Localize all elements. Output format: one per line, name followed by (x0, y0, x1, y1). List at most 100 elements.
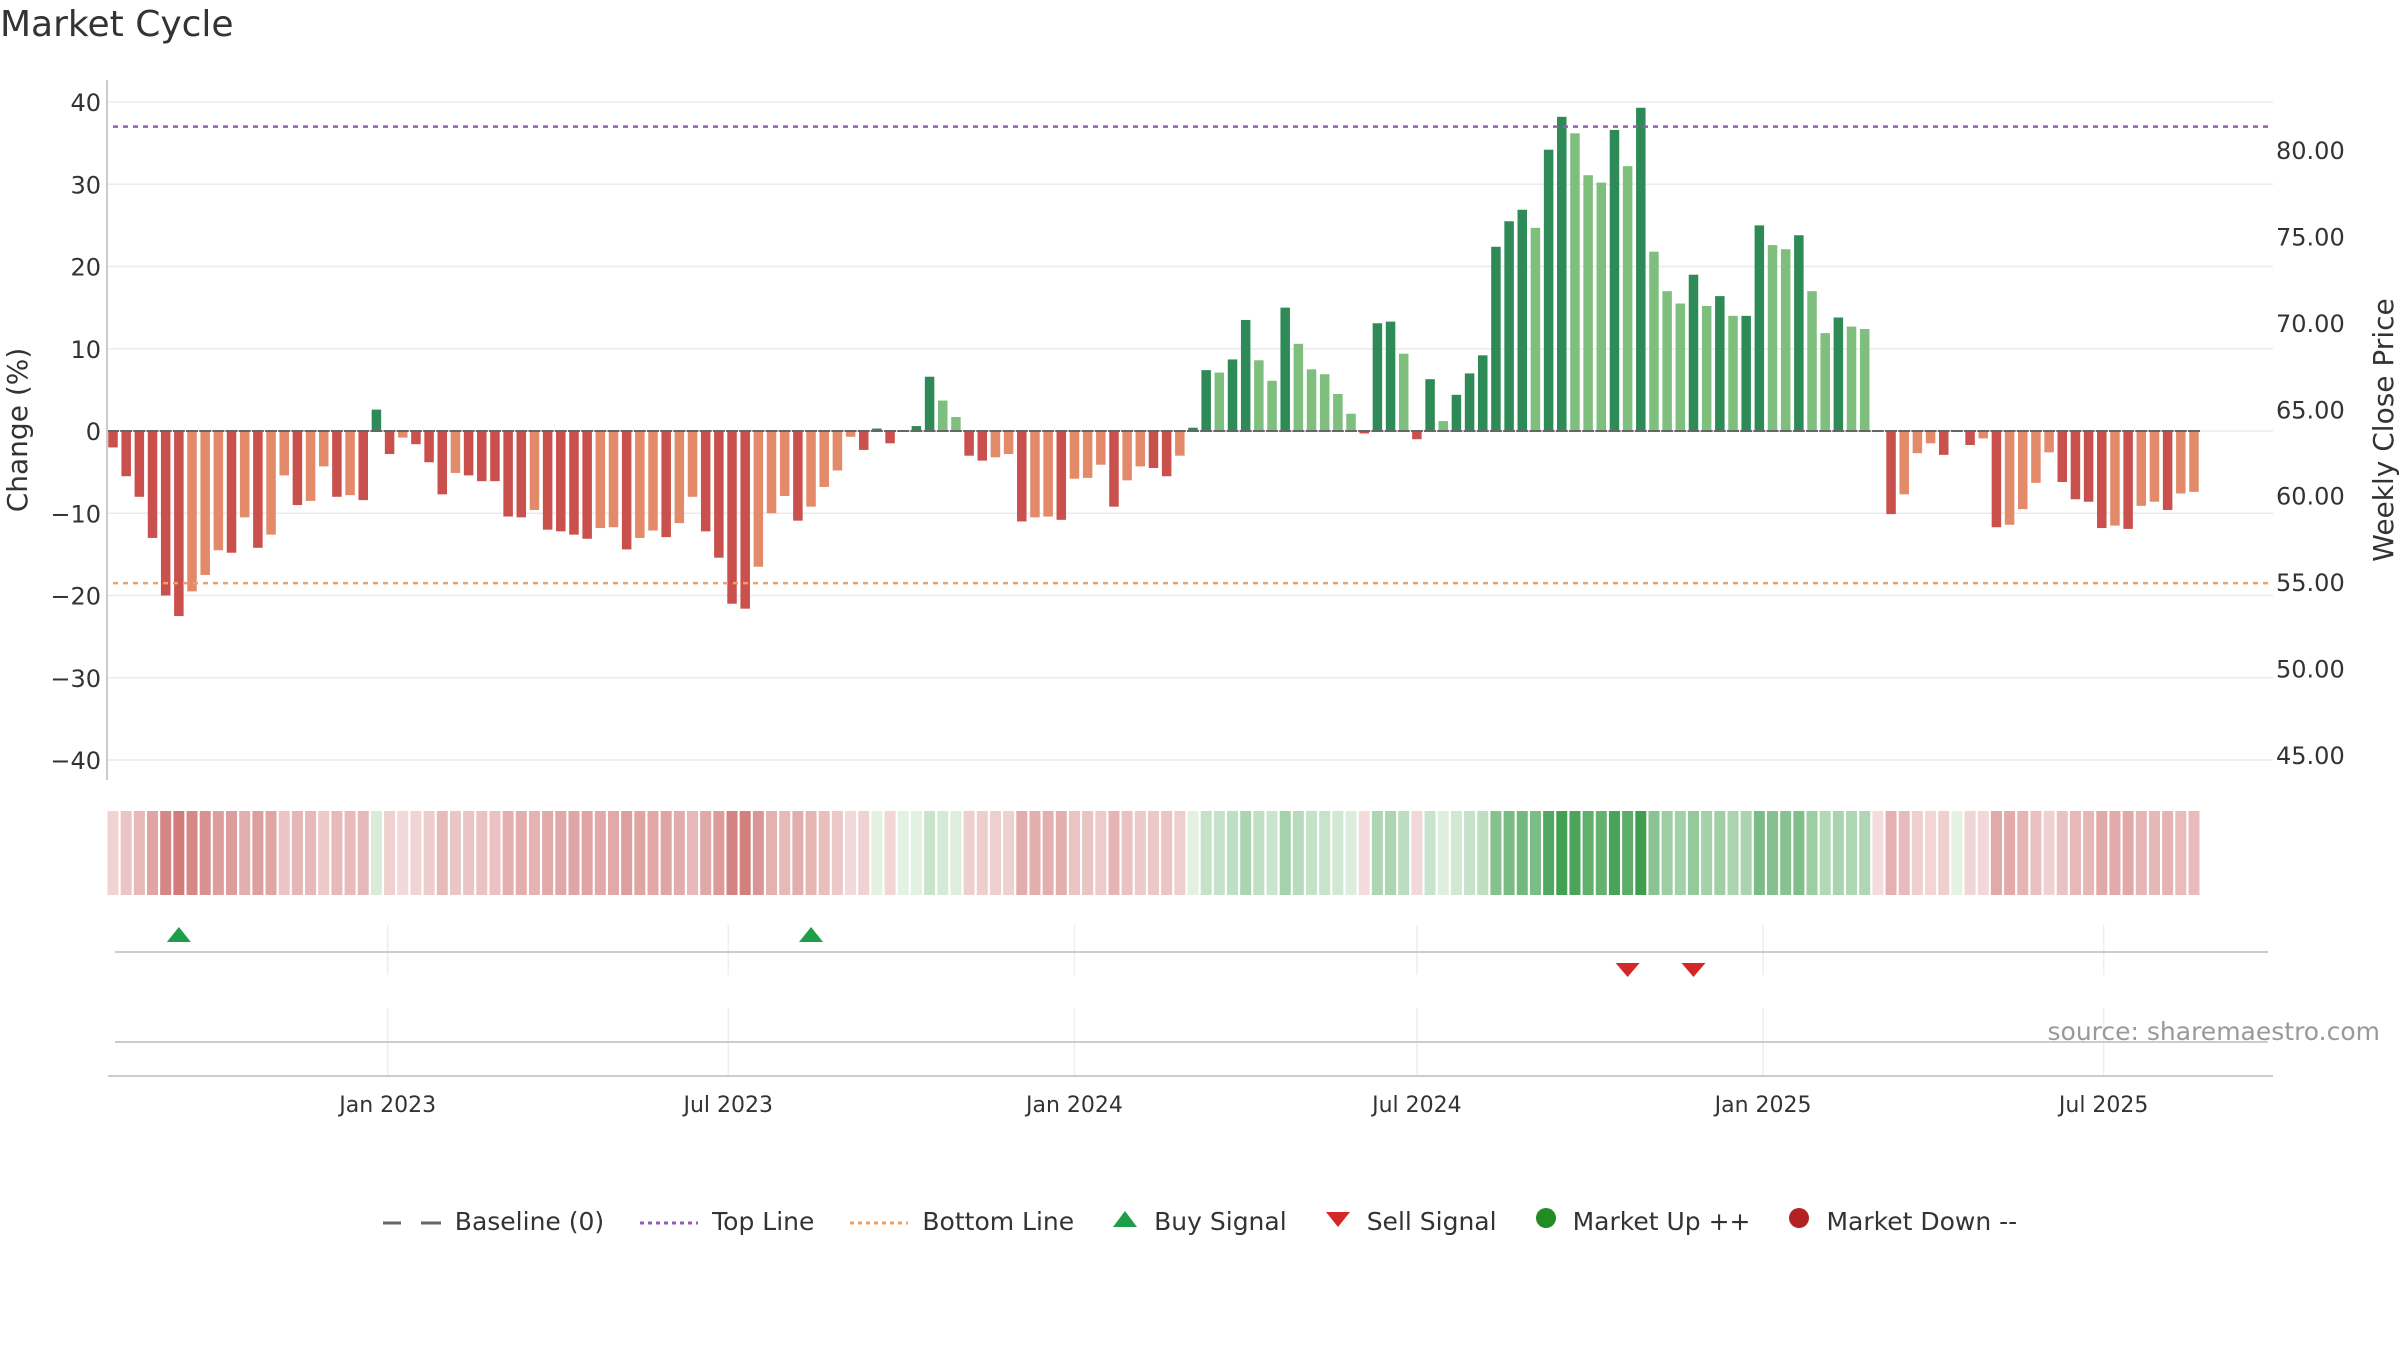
change-bar (793, 431, 803, 521)
heat-cell (779, 811, 791, 895)
change-bar (1833, 317, 1844, 431)
change-bar (977, 431, 988, 461)
heat-cell (1082, 811, 1094, 895)
heat-cell (2135, 811, 2147, 895)
left-y-tick-labels: 40 30 20 10 0 −10 −20 −30 −40 (50, 89, 101, 775)
heat-cell (252, 811, 264, 895)
change-bar (648, 431, 658, 531)
heat-cell (1358, 811, 1370, 895)
change-bar (160, 431, 171, 596)
y-tick-label: 45.00 (2276, 742, 2345, 770)
heat-cell (344, 811, 356, 895)
change-bar (1293, 343, 1304, 431)
heat-cell (1674, 811, 1686, 895)
change-bar (239, 431, 250, 518)
heat-cell (660, 811, 672, 895)
y-tick-label: 10 (70, 336, 101, 364)
heat-cell (752, 811, 764, 895)
change-bar (635, 431, 645, 538)
heat-cell (2056, 811, 2068, 895)
heat-cell (1503, 811, 1515, 895)
legend-symbol-dot-orange (850, 1207, 909, 1236)
heat-cell (1385, 811, 1397, 895)
change-bar (1398, 353, 1409, 431)
legend-symbol-tri-down (1323, 1207, 1353, 1236)
change-bar (687, 431, 698, 497)
heat-cell (1661, 811, 1673, 895)
change-bar (490, 431, 500, 482)
change-bar (2097, 431, 2107, 529)
heat-cell (950, 811, 962, 895)
change-bar (1517, 209, 1528, 431)
change-bar (885, 431, 895, 444)
change-bar (1649, 251, 1659, 431)
change-bar (332, 431, 342, 497)
change-bar (1227, 359, 1238, 431)
heat-cell (1516, 811, 1528, 895)
change-bar (1596, 182, 1607, 431)
change-bar (2110, 431, 2120, 526)
change-bar (938, 400, 948, 431)
change-bar (477, 431, 487, 482)
heat-cell (1042, 811, 1054, 895)
heat-cell (476, 811, 488, 895)
change-bar (305, 431, 316, 501)
change-bar (1622, 166, 1633, 431)
change-bar (1859, 329, 1870, 431)
left-axis-title: Change (%) (1, 348, 34, 513)
change-bar (714, 431, 724, 558)
heat-cell (1529, 811, 1541, 895)
heat-cell (1029, 811, 1041, 895)
change-bar (398, 431, 408, 438)
change-bar (108, 431, 118, 448)
change-bar (1478, 355, 1488, 431)
heat-cell (1332, 811, 1344, 895)
change-bar (503, 431, 513, 517)
heat-cell (147, 811, 159, 895)
legend: Baseline (0) Top Line Bottom Line Buy Signa… (0, 1205, 2400, 1237)
change-bar (266, 431, 276, 535)
change-bar (226, 431, 237, 553)
x-tick-label: Jul 2025 (2057, 1093, 2149, 1118)
heat-cell (370, 811, 382, 895)
heat-cell (976, 811, 988, 895)
legend-label: Market Down -- (1826, 1206, 2018, 1236)
change-bar (674, 431, 685, 524)
change-bar (1741, 315, 1751, 431)
change-bar (358, 431, 368, 501)
heat-cell (1319, 811, 1331, 895)
heat-cell (2148, 811, 2160, 895)
change-bar (1609, 129, 1620, 431)
heat-cell (1727, 811, 1739, 895)
change-bar (1846, 326, 1857, 431)
change-bar (318, 431, 329, 467)
y-tick-label: −30 (50, 665, 101, 693)
heat-cell (120, 811, 132, 895)
market-cycle-chart: 40 30 20 10 0 −10 −20 −30 −40 80.00 75.00 70.00 65.… (1, 80, 2400, 1118)
heat-cell (1740, 811, 1752, 895)
change-bar (779, 431, 790, 496)
change-bar (1504, 221, 1514, 431)
heat-cell (1174, 811, 1186, 895)
change-bar (292, 431, 303, 506)
heat-cell (581, 811, 593, 895)
change-bar (2070, 431, 2081, 500)
change-bar (608, 431, 619, 528)
heat-cell (1477, 811, 1489, 895)
change-bar (1280, 307, 1290, 431)
y-tick-label: 40 (70, 89, 101, 117)
change-bar (1240, 319, 1251, 431)
legend-symbol-dash-gray (382, 1207, 441, 1236)
change-bar (1807, 291, 1817, 431)
right-y-tick-labels: 80.00 75.00 70.00 65.00 60.00 55.00 50.00 45.00 (2276, 137, 2345, 770)
legend-item: Baseline (0) (382, 1206, 605, 1236)
heat-cell (2030, 811, 2042, 895)
legend-label: Baseline (0) (454, 1206, 605, 1236)
change-bar (1794, 235, 1804, 431)
bottom-panel (108, 1008, 2273, 1077)
heat-cell (1437, 811, 1449, 895)
heat-cell (1371, 811, 1383, 895)
y-tick-label: 75.00 (2276, 223, 2345, 251)
change-bar (1899, 431, 1909, 495)
heat-cell (910, 811, 922, 895)
